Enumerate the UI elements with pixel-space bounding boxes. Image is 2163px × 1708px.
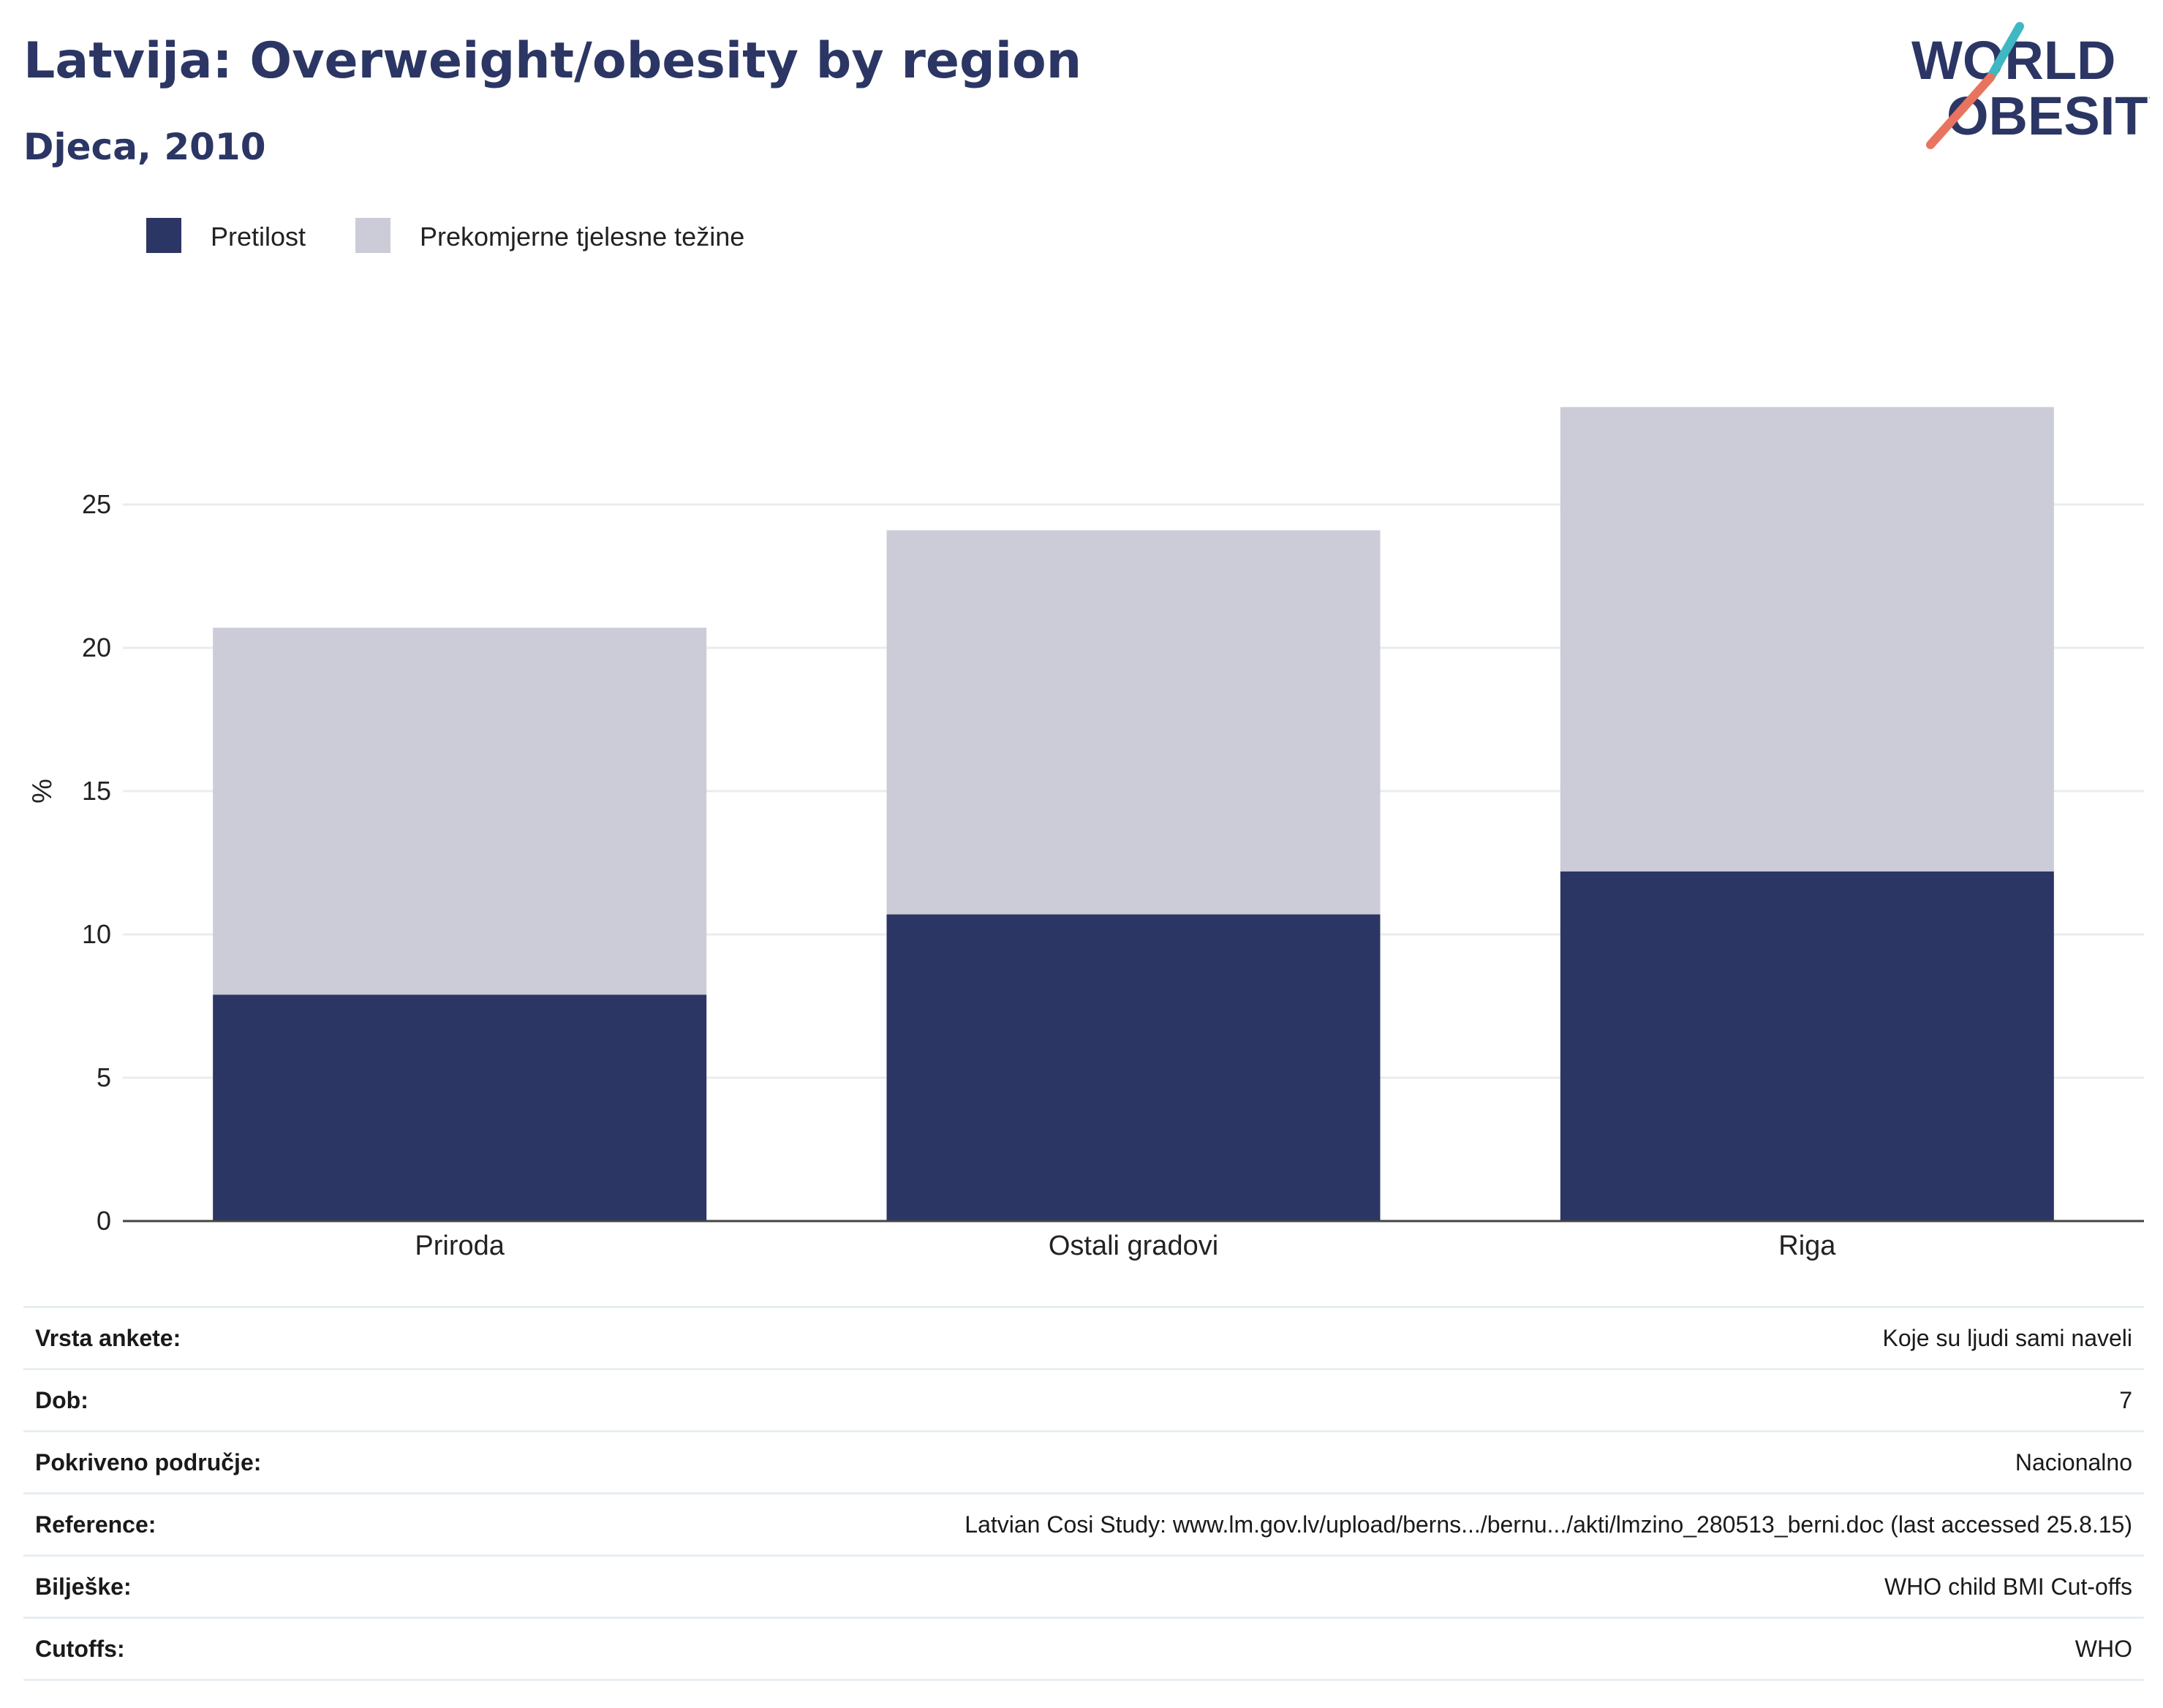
- info-label: Dob:: [23, 1369, 391, 1432]
- legend-swatch: [355, 218, 390, 253]
- y-tick-label: 15: [82, 776, 111, 806]
- bar-obesity: [213, 994, 707, 1221]
- bar-obesity: [1560, 871, 2054, 1221]
- info-label: Reference:: [23, 1493, 391, 1557]
- info-row: Dob: 7: [23, 1369, 2144, 1432]
- x-tick-label: Riga: [1778, 1231, 1836, 1261]
- info-value: WHO: [390, 1617, 2144, 1681]
- y-tick-label: 5: [97, 1062, 111, 1092]
- y-tick-label: 0: [97, 1206, 111, 1236]
- y-axis-label: %: [27, 779, 58, 804]
- info-value: WHO child BMI Cut-offs: [390, 1555, 2144, 1619]
- legend-label: Prekomjerne tjelesne težine: [420, 222, 744, 252]
- info-row: Vrsta ankete: Koje su ljudi sami naveli: [23, 1306, 2144, 1370]
- x-tick-label: Priroda: [415, 1231, 505, 1261]
- info-label: Bilješke:: [23, 1555, 391, 1619]
- bar-overweight: [1560, 407, 2054, 872]
- chart-title: Latvija: Overweight/obesity by region: [23, 32, 1082, 90]
- bar-overweight: [886, 530, 1381, 915]
- info-row: Bilješke: WHO child BMI Cut-offs: [23, 1555, 2144, 1619]
- svg-text:OBESITY: OBESITY: [1947, 86, 2150, 146]
- legend-swatch: [146, 218, 181, 253]
- info-row: Reference: Latvian Cosi Study: www.lm.gov…: [23, 1493, 2144, 1557]
- legend-label: Pretilost: [211, 222, 306, 252]
- info-label: Pokriveno područje:: [23, 1431, 391, 1494]
- info-row: Pokriveno područje: Nacionalno: [23, 1431, 2144, 1494]
- world-obesity-logo: WORLD OBESITY: [1911, 22, 2150, 149]
- bar-chart: 0 5 10 15 20 25% Priroda Ostali gradovi Riga Pret…: [27, 218, 2144, 1261]
- info-value: Latvian Cosi Study: www.lm.gov.lv/upload…: [390, 1493, 2144, 1557]
- info-table: Vrsta ankete: Koje su ljudi sami naveli Do…: [23, 1306, 2144, 1681]
- y-tick-label: 10: [82, 919, 111, 949]
- y-tick-label: 25: [82, 489, 111, 519]
- bar-overweight: [213, 627, 707, 995]
- info-label: Cutoffs:: [23, 1617, 391, 1681]
- info-row: Cutoffs: WHO: [23, 1617, 2144, 1681]
- y-tick-label: 20: [82, 632, 111, 662]
- info-label: Vrsta ankete:: [23, 1306, 391, 1370]
- bar-obesity: [886, 914, 1381, 1221]
- info-value: Nacionalno: [390, 1431, 2144, 1494]
- info-value: Koje su ljudi sami naveli: [390, 1306, 2144, 1370]
- chart-subtitle: Djeca, 2010: [23, 126, 266, 168]
- x-tick-label: Ostali gradovi: [1049, 1231, 1218, 1261]
- info-value: 7: [390, 1369, 2144, 1432]
